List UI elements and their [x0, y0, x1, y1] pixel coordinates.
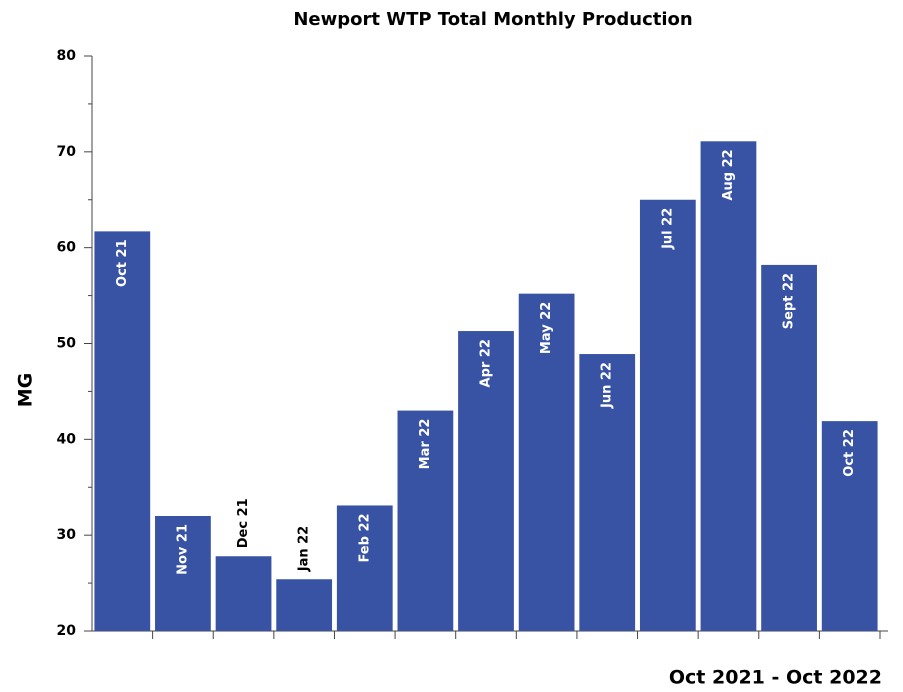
bar [639, 199, 696, 631]
bar-label: Oct 22 [842, 429, 857, 477]
bar-label: Jul 22 [660, 208, 675, 250]
bar-label: Aug 22 [721, 149, 736, 200]
y-tick-label: 30 [57, 527, 77, 543]
y-axis-label: MG [15, 373, 37, 408]
y-tick-label: 40 [57, 431, 77, 447]
bar-label: Feb 22 [357, 513, 372, 562]
bar [458, 331, 514, 631]
bar [336, 505, 393, 631]
bar [761, 264, 817, 631]
bar-label: Oct 21 [115, 239, 130, 287]
bar-label: Dec 21 [236, 498, 251, 548]
bar [94, 231, 151, 631]
y-tick-label: 20 [57, 623, 77, 639]
y-tick-label: 70 [57, 144, 77, 160]
bar [215, 556, 272, 631]
bar [276, 579, 333, 631]
chart-title: Newport WTP Total Monthly Production [293, 9, 692, 30]
bar-label: Jan 22 [297, 526, 312, 572]
bar-label: Sept 22 [782, 273, 797, 329]
bar [700, 141, 757, 631]
bar-label: Nov 21 [175, 524, 190, 575]
y-tick-label: 50 [57, 336, 77, 352]
y-tick-label: 80 [57, 48, 77, 64]
bar [821, 421, 878, 631]
bar-label: Jun 22 [600, 362, 615, 409]
bar [155, 516, 211, 631]
bar [579, 354, 636, 631]
bar [518, 293, 575, 631]
y-tick-label: 60 [57, 240, 77, 256]
bar [397, 410, 454, 631]
bar-label: May 22 [539, 302, 554, 354]
bar-label: Mar 22 [418, 419, 433, 470]
bar-label: Apr 22 [479, 339, 494, 387]
x-axis-label: Oct 2021 - Oct 2022 [669, 667, 882, 689]
